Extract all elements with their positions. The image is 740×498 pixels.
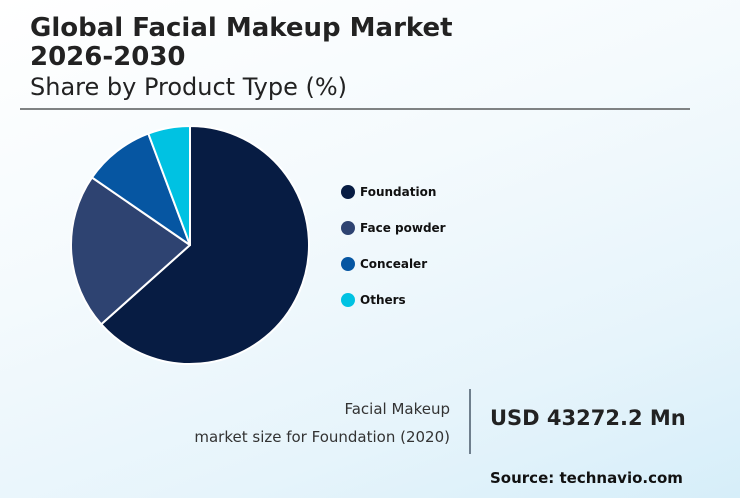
legend-swatch-icon xyxy=(341,221,355,235)
legend-label: Foundation xyxy=(360,185,437,199)
chart-title-line1: Global Facial Makeup Market xyxy=(30,13,453,43)
legend-swatch-icon xyxy=(341,257,355,271)
chart-subtitle: Share by Product Type (%) xyxy=(30,73,347,101)
legend: Foundation Face powder Concealer Others xyxy=(341,174,446,318)
stat-label-line2: market size for Foundation (2020) xyxy=(194,428,450,446)
stat-label-line1: Facial Makeup xyxy=(344,400,450,418)
pie-slice-face-powder xyxy=(70,176,191,326)
header-divider xyxy=(20,108,690,110)
stat-divider xyxy=(469,389,471,454)
legend-label: Concealer xyxy=(360,257,428,271)
legend-swatch-icon xyxy=(341,185,355,199)
source-credit: Source: technavio.com xyxy=(490,469,683,487)
legend-label: Face powder xyxy=(360,221,446,235)
legend-item-concealer: Concealer xyxy=(341,246,446,282)
pie-slice-foundation xyxy=(100,125,310,365)
legend-swatch-icon xyxy=(341,293,355,307)
legend-label: Others xyxy=(360,293,406,307)
chart-title: Global Facial Makeup Market 2026-2030 xyxy=(30,14,453,72)
pie-slice-others xyxy=(147,125,191,246)
legend-item-others: Others xyxy=(341,282,446,318)
legend-item-foundation: Foundation xyxy=(341,174,446,210)
market-size-value: USD 43272.2 Mn xyxy=(490,406,686,430)
legend-item-face-powder: Face powder xyxy=(341,210,446,246)
chart-title-line2: 2026-2030 xyxy=(30,42,186,72)
